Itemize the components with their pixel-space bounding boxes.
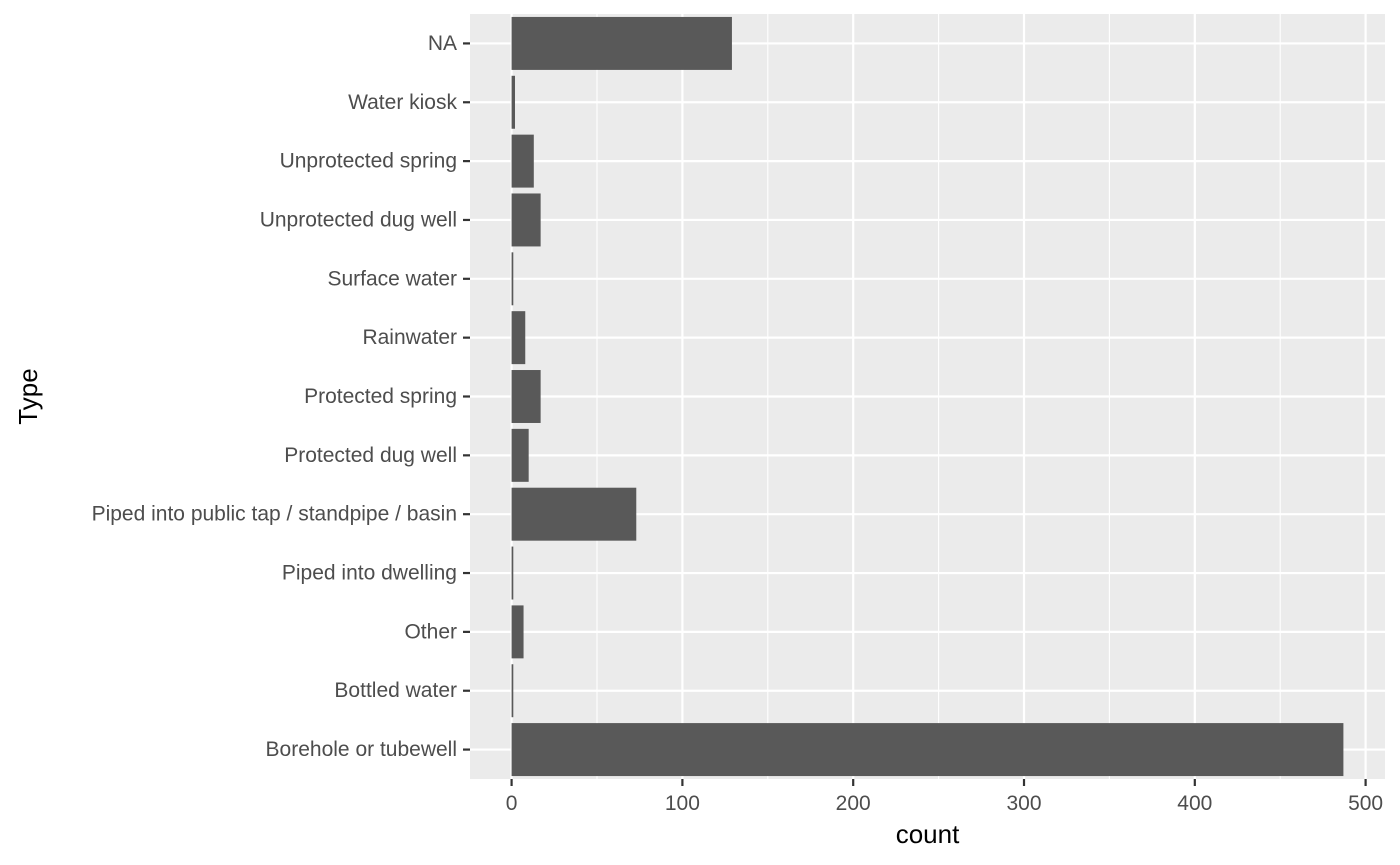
bar bbox=[511, 546, 514, 600]
x-tick-label: 200 bbox=[836, 792, 871, 815]
bar bbox=[511, 252, 514, 306]
bar bbox=[511, 370, 541, 423]
y-axis: Borehole or tubewell Bottled water Other Pi… bbox=[92, 32, 470, 761]
bar bbox=[511, 193, 541, 247]
bar bbox=[511, 487, 637, 541]
y-tick-label: NA bbox=[428, 32, 457, 55]
bar bbox=[511, 428, 529, 482]
bar bbox=[511, 16, 732, 70]
y-tick-label: Protected dug well bbox=[284, 444, 457, 467]
x-tick-label: 500 bbox=[1348, 792, 1383, 815]
bars bbox=[511, 16, 1344, 777]
y-tick-label: Rainwater bbox=[362, 326, 457, 349]
x-tick-label: 0 bbox=[506, 792, 518, 815]
y-tick-label: Piped into dwelling bbox=[282, 562, 457, 585]
grid-lines bbox=[470, 14, 1385, 779]
y-tick-label: Unprotected spring bbox=[280, 150, 457, 173]
bar bbox=[511, 664, 514, 718]
y-axis-title: Type bbox=[13, 368, 43, 424]
y-tick-label: Borehole or tubewell bbox=[266, 738, 457, 761]
x-tick-label: 400 bbox=[1177, 792, 1212, 815]
x-tick-label: 100 bbox=[665, 792, 700, 815]
x-axis: 0 100 200 300 400 500 bbox=[506, 779, 1383, 815]
y-tick-label: Bottled water bbox=[334, 679, 457, 702]
bar bbox=[511, 75, 516, 129]
bar bbox=[511, 605, 524, 659]
y-tick-label: Water kiosk bbox=[348, 91, 457, 114]
y-tick-label: Other bbox=[404, 620, 457, 643]
bar bbox=[511, 723, 1344, 777]
x-axis-title: count bbox=[896, 819, 960, 849]
bar bbox=[511, 134, 534, 188]
y-tick-label: Unprotected dug well bbox=[260, 208, 457, 231]
x-tick-label: 300 bbox=[1006, 792, 1041, 815]
bar bbox=[511, 311, 526, 365]
y-tick-label: Protected spring bbox=[304, 385, 457, 408]
y-tick-label: Surface water bbox=[327, 267, 457, 290]
y-tick-label: Piped into public tap / standpipe / basi… bbox=[92, 503, 457, 526]
